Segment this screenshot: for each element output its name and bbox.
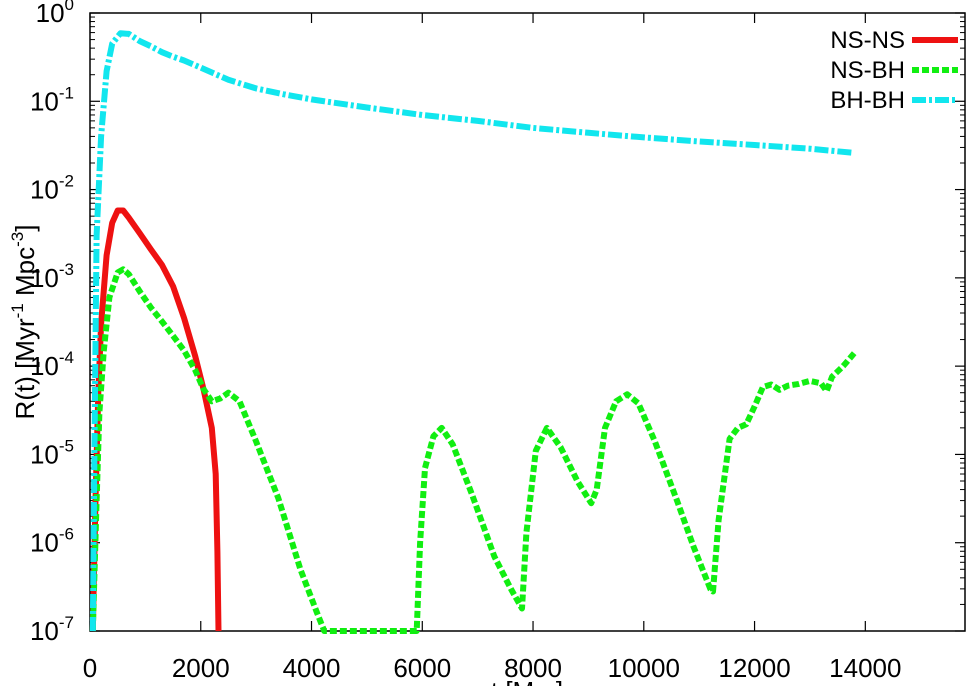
y-tick-label: 100	[36, 0, 74, 28]
x-tick-label: 0	[83, 653, 97, 683]
y-axis-title-part-2: Mpc	[10, 247, 40, 303]
x-tick-label: 6000	[393, 653, 451, 683]
y-axis-title-part-3: ]	[10, 225, 40, 232]
x-tick-label: 2000	[172, 653, 230, 683]
plot-frame	[89, 12, 966, 632]
y-axis-title-part-1: R(t) [Myr	[10, 318, 40, 419]
y-axis-title-sup-2: -3	[8, 232, 27, 247]
series-line-bh-bh	[89, 30, 855, 632]
y-tick-labels: 100 10-1 10-2 10-3 10-4 10-5 10-6 10-7	[30, 0, 74, 646]
x-tick-labels: 0 2000 4000 6000 8000 10000 12000 14000	[83, 653, 902, 683]
y-axis-title-sup-1: -1	[8, 303, 27, 318]
y-axis-title: R(t) [Myr-1 Mpc-3]	[8, 225, 40, 420]
legend-label: NS-NS	[830, 27, 905, 54]
y-tick-label: 10-4	[30, 348, 74, 381]
y-tick-label: 10-6	[30, 525, 74, 558]
legend-label: NS-BH	[830, 57, 905, 84]
series-lines	[89, 30, 857, 634]
y-tick-label: 10-2	[30, 172, 74, 205]
series-line-ns-bh	[89, 266, 857, 634]
x-tick-label: 4000	[283, 653, 341, 683]
y-tick-label: 10-7	[30, 613, 74, 646]
x-axis-title: t [Myr]	[491, 676, 563, 686]
legend-label: BH-BH	[830, 87, 905, 114]
series-line-ns-ns	[89, 207, 222, 632]
y-tick-label: 10-5	[30, 436, 74, 469]
x-tick-label: 10000	[608, 653, 680, 683]
y-tick-label: 10-1	[30, 83, 74, 116]
legend: NS-NS NS-BH BH-BH	[830, 27, 958, 114]
y-tick-label: 10-3	[30, 260, 74, 293]
x-tick-label: 12000	[718, 653, 790, 683]
x-tick-label: 14000	[829, 653, 901, 683]
x-tick-label: 8000	[504, 653, 562, 683]
